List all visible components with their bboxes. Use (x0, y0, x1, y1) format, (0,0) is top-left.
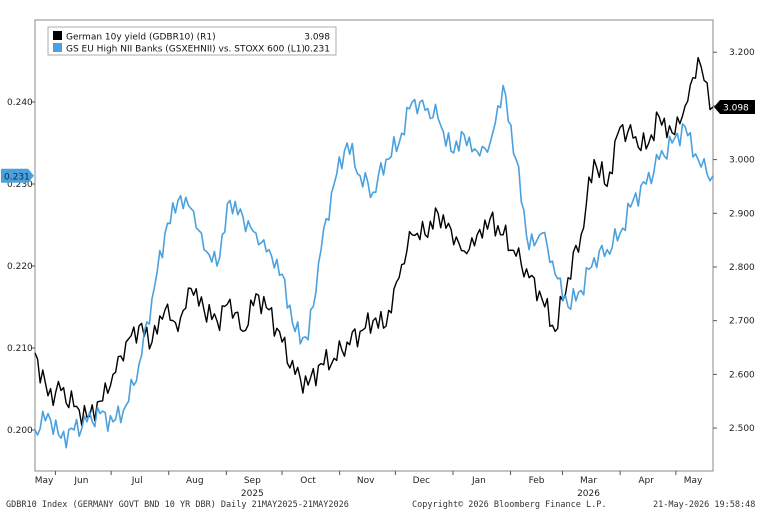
x-tick-label: Feb (529, 476, 545, 486)
x-tick-label: Jun (73, 476, 88, 486)
x-tick-label: Mar (580, 476, 597, 486)
legend-swatch-blue (53, 43, 62, 52)
x-tick-label: Dec (413, 476, 430, 486)
legend-value-yield: 3.098 (304, 33, 330, 43)
x-year-label: 2025 (241, 489, 264, 499)
left-axis: 0.200 0.210 0.220 0.230 0.240 (7, 98, 35, 436)
x-tick-label: May (684, 476, 703, 486)
footer-timestamp: 21-May-2026 19:58:48 (653, 500, 756, 510)
right-last-value-text: 3.098 (723, 103, 749, 113)
right-tick-label: 2.500 (729, 424, 755, 434)
left-tick-label: 0.230 (7, 180, 33, 190)
legend-swatch-black (53, 31, 62, 40)
footer: GDBR10 Index (GERMANY GOVT BND 10 YR DBR… (0, 500, 775, 516)
right-tick-label: 3.200 (729, 48, 755, 58)
x-year-label: 2026 (577, 489, 600, 499)
x-tick-label: Oct (300, 476, 316, 486)
left-last-value-badge (1, 168, 34, 183)
last-value-badges: 3.098 0.231 (1, 99, 755, 183)
left-tick-label: 0.240 (7, 98, 33, 108)
left-tick-label: 0.210 (7, 344, 33, 354)
footer-source: GDBR10 Index (GERMANY GOVT BND 10 YR DBR… (6, 500, 349, 510)
series-line-yield (34, 56, 714, 427)
right-tick-label: 2.600 (729, 370, 755, 380)
right-tick-label: 2.900 (729, 209, 755, 219)
legend-label-yield: German 10y yield (GDBR10) (R1) (66, 33, 216, 43)
x-axis: May Jun Jul Aug Sep Oct Nov Dec Jan Feb Mar Apr May 2… (35, 471, 703, 499)
x-tick-label: Nov (357, 476, 375, 486)
x-tick-label: Sep (244, 476, 261, 486)
x-tick-label: May (35, 476, 54, 486)
series-layer (34, 56, 714, 449)
right-tick-label: 3.000 (729, 156, 755, 166)
legend-label-banks: GS EU High NII Banks (GSXEHNII) vs. STOX… (66, 45, 305, 55)
x-tick-label: Apr (638, 476, 654, 486)
right-last-value-badge (714, 99, 755, 114)
legend-box (47, 26, 337, 56)
legend-value-banks: 0.231 (304, 45, 330, 55)
x-tick-label: Aug (186, 476, 204, 486)
series-line-banks (34, 84, 714, 449)
x-tick-label: Jul (131, 476, 143, 486)
chart: 0.200 0.210 0.220 0.230 0.240 2.500 2.600 2.70… (1, 19, 755, 499)
right-tick-label: 2.800 (729, 263, 755, 273)
x-tick-label: Jan (471, 476, 486, 486)
left-tick-label: 0.200 (7, 426, 33, 436)
legend: German 10y yield (GDBR10) (R1) 3.098 GS … (47, 26, 337, 56)
right-tick-label: 2.700 (729, 317, 755, 327)
footer-copyright: Copyright© 2026 Bloomberg Finance L.P. (412, 500, 607, 510)
left-tick-label: 0.220 (7, 262, 33, 272)
left-last-value-text: 0.231 (4, 172, 30, 182)
plot-area (34, 19, 714, 472)
